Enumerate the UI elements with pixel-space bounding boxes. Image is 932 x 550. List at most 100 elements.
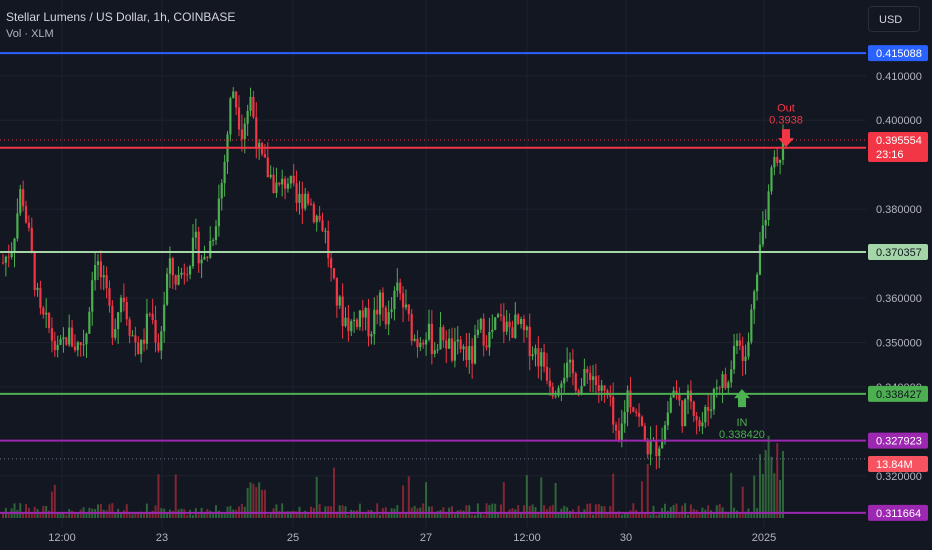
candle-body (252, 96, 255, 118)
candle-body (306, 193, 310, 204)
candle-body (240, 129, 243, 140)
candle-body (707, 406, 710, 411)
volume-bar (741, 486, 744, 518)
candle-body (246, 110, 249, 124)
volume-badge (868, 456, 928, 472)
volume-bar (19, 503, 22, 518)
candle-body (436, 349, 439, 351)
volume-bar (157, 474, 160, 518)
volume-bar (551, 504, 554, 518)
volume-bar (353, 510, 356, 518)
price-tag (868, 385, 928, 402)
candle-body (324, 230, 327, 232)
volume-bar (471, 514, 474, 518)
volume-bar (143, 512, 146, 518)
candle-body (350, 321, 353, 332)
candle-body (269, 174, 272, 178)
candle-body (122, 297, 125, 303)
volume-bar (638, 513, 641, 518)
candle-body (712, 389, 716, 410)
candle-body (275, 182, 278, 194)
volume-bar (623, 513, 626, 518)
candle-body (502, 315, 505, 332)
volume-bar (476, 503, 479, 518)
volume-bar (39, 511, 42, 518)
candle-body (330, 258, 333, 269)
volume-bar (258, 482, 261, 518)
candle-body (232, 91, 235, 99)
candle-body (658, 448, 661, 457)
volume-bar (468, 505, 471, 518)
candle-body (522, 319, 526, 331)
candle-body (70, 327, 74, 347)
candle-body (140, 339, 143, 355)
volume-bar (367, 509, 370, 518)
volume-bar (574, 514, 577, 518)
volume-bar (482, 514, 485, 518)
candle-body (577, 390, 580, 394)
x-tick-label: 12:00 (48, 532, 76, 544)
candle-body (600, 385, 603, 391)
candle-body (626, 390, 629, 413)
volume-bar (338, 505, 341, 518)
volume-bar (453, 514, 456, 518)
volume-bar (488, 504, 491, 518)
volume-bar (2, 512, 4, 518)
candle-body (698, 420, 701, 427)
volume-indicator-label[interactable]: Vol · XLM (6, 28, 54, 40)
volume-bar (269, 511, 272, 518)
candle-body (620, 423, 623, 441)
candle-body (347, 317, 350, 332)
candle-body (681, 400, 684, 427)
volume-bar (773, 473, 776, 518)
candle-body (151, 313, 154, 320)
volume-bar (111, 503, 114, 518)
candle-body (22, 189, 25, 207)
volume-bar (350, 509, 353, 518)
volume-bar (361, 512, 364, 518)
volume-bar (750, 513, 753, 518)
candle-body (79, 342, 82, 345)
candle-body (540, 352, 543, 367)
volume-bar (131, 514, 134, 518)
volume-bar (347, 514, 350, 518)
candle-body (180, 272, 183, 275)
candle-body (85, 333, 88, 345)
volume-bar (370, 510, 373, 518)
candle-body (76, 342, 79, 351)
candle-body (309, 203, 313, 205)
candle-body (399, 282, 402, 294)
candle-body (321, 220, 324, 232)
candle-body (548, 380, 551, 387)
volume-bar (16, 509, 19, 518)
volume-bar (71, 510, 74, 518)
volume-bar (275, 504, 278, 518)
currency-button[interactable]: USD (868, 6, 920, 32)
volume-bar (730, 472, 733, 518)
candle-body (272, 174, 275, 194)
volume-bar (557, 512, 560, 518)
candle-body (459, 339, 462, 350)
candle-body (563, 377, 566, 384)
candle-body (36, 287, 39, 291)
volume-bar (266, 514, 269, 518)
price-tag-label: 0.311664 (876, 508, 921, 520)
candle-body (128, 319, 131, 336)
price-tag (868, 504, 928, 521)
candle-body (715, 387, 718, 390)
candle-body (24, 206, 28, 223)
signal-out-label: Out (777, 102, 795, 114)
volume-bar (678, 513, 681, 518)
candle-body (456, 339, 459, 342)
volume-bar (764, 449, 767, 518)
volume-bar (102, 509, 105, 518)
candle-body (730, 369, 733, 383)
volume-bar (73, 513, 76, 518)
candle-body (614, 424, 618, 431)
volume-bar (710, 510, 713, 518)
candle-body (1, 262, 5, 264)
x-tick-label: 30 (620, 532, 632, 544)
volume-bar (214, 505, 217, 518)
horizontal-levels (0, 52, 866, 514)
